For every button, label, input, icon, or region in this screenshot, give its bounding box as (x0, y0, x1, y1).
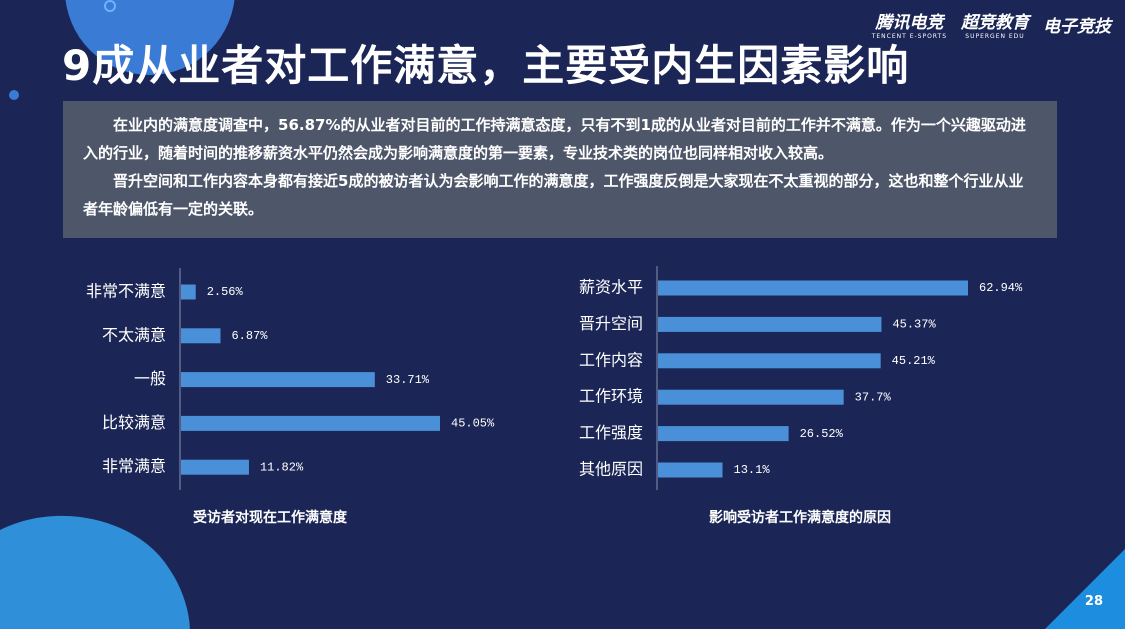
bar (658, 353, 881, 369)
logo-name: 超竞教育 (961, 13, 1029, 33)
bar (181, 372, 375, 388)
corner (1045, 549, 1125, 629)
value-label: 2.56% (207, 285, 244, 299)
ring (104, 0, 116, 12)
value-label: 26.52% (800, 427, 844, 441)
logos: 腾讯电竞 TENCENT E-SPORTS 超竞教育 SUPERGEN EDU 电子… (872, 8, 1111, 40)
paragraph: 晋升空间和工作内容本身都有接近5成的被访者认为会影响工作的满意度，工作强度反倒是… (83, 172, 1024, 218)
bar (181, 328, 221, 344)
value-label: 45.05% (451, 417, 495, 431)
category-label: 工作内容 (579, 350, 643, 369)
category-label: 薪资水平 (579, 278, 643, 297)
category-label: 晋升空间 (579, 314, 643, 333)
category-label: 工作强度 (579, 423, 643, 442)
value-label: 62.94% (979, 281, 1023, 295)
logo: 腾讯电竞 TENCENT E-SPORTS (872, 8, 947, 40)
bar (658, 462, 723, 478)
slide-title: 9成从业者对工作满意，主要受内生因素影响 (62, 41, 910, 90)
paragraph: 在业内的满意度调查中，56.87%的从业者对目前的工作持满意态度，只有不到1成的… (83, 116, 1026, 162)
bar (181, 415, 440, 431)
bar (658, 316, 882, 332)
logo: 电子竞技 (1043, 12, 1111, 37)
logo-name: 腾讯电竞 (875, 13, 944, 33)
category-label: 非常不满意 (86, 282, 166, 301)
value-label: 11.82% (260, 460, 304, 474)
bar (181, 284, 196, 300)
summary-box: 在业内的满意度调查中，56.87%的从业者对目前的工作持满意态度，只有不到1成的… (63, 101, 1057, 238)
value-label: 33.71% (386, 373, 430, 387)
value-label: 37.7% (855, 390, 892, 404)
value-label: 6.87% (231, 329, 268, 343)
bar (658, 426, 789, 442)
logo-name: 电子竞技 (1043, 16, 1111, 37)
category-label: 非常满意 (102, 457, 166, 476)
value-label: 45.21% (892, 354, 936, 368)
dot (9, 90, 19, 100)
category-label: 工作环境 (579, 387, 643, 406)
logo-sub: TENCENT E-SPORTS (871, 33, 947, 40)
blob (0, 515, 190, 629)
page-number: 28 (1084, 594, 1103, 609)
category-label: 比较满意 (102, 413, 166, 432)
value-label: 45.37% (892, 318, 936, 332)
logo-sub: SUPERGEN EDU (965, 33, 1025, 40)
bubble (65, 0, 235, 75)
logo: 超竞教育 SUPERGEN EDU (961, 8, 1029, 40)
chart-title: 影响受访者工作满意度的原因 (709, 509, 891, 526)
category-label: 不太满意 (102, 325, 166, 344)
bar (181, 459, 249, 475)
bar (658, 389, 844, 405)
chart-title: 受访者对现在工作满意度 (193, 509, 348, 526)
category-label: 其他原因 (579, 460, 643, 479)
value-label: 13.1% (734, 463, 771, 477)
category-label: 一般 (134, 369, 166, 388)
bar (658, 280, 968, 296)
